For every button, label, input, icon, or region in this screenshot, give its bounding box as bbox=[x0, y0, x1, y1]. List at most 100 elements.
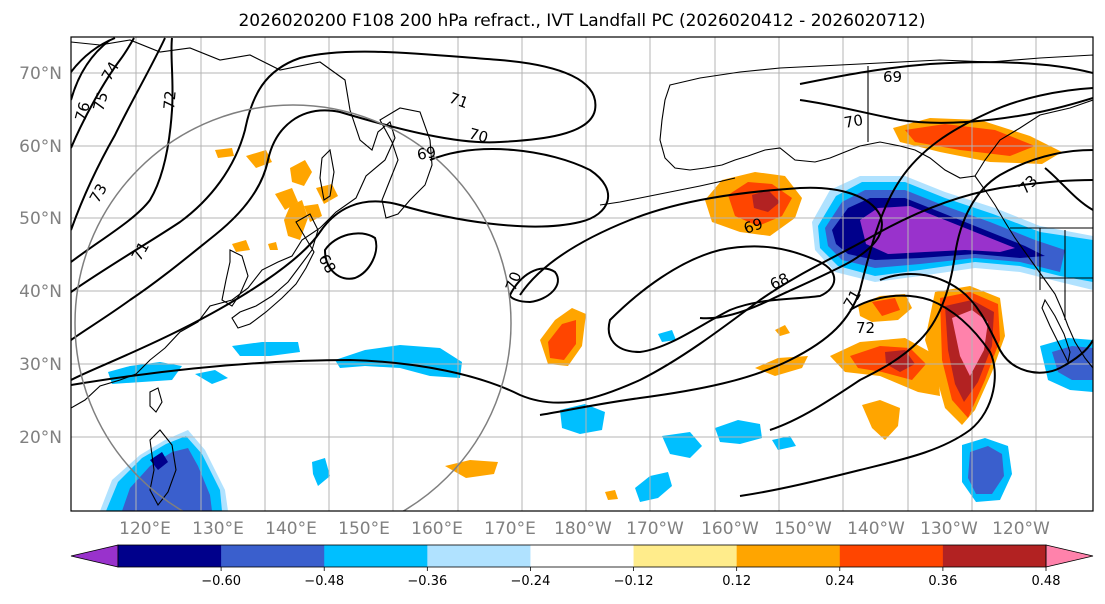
contour-73-west bbox=[71, 37, 166, 231]
colorbar-segment bbox=[942, 545, 1047, 567]
contour-69-east bbox=[519, 186, 883, 320]
contour-label: 72 bbox=[160, 90, 180, 111]
contour-72 bbox=[71, 37, 174, 263]
lat-label: 20°N bbox=[19, 428, 62, 448]
colorbar-tick-label: 0.36 bbox=[928, 574, 957, 589]
ivt-region-pac-cyan-7 bbox=[662, 432, 702, 458]
colorbar-frame bbox=[117, 544, 1047, 568]
colorbar-tick-label: −0.60 bbox=[201, 574, 241, 589]
ivt-region-pac-cyan-5 bbox=[560, 404, 605, 434]
colorbar-tick-label: 0.24 bbox=[825, 574, 854, 589]
contour-69-west bbox=[71, 148, 610, 381]
coastline-baja bbox=[1041, 298, 1071, 364]
ivt-region-pac-cyan-6 bbox=[715, 420, 762, 444]
colorbar-segment bbox=[736, 545, 841, 567]
contour-71-west bbox=[71, 50, 597, 293]
ivt-region-scs-navy bbox=[150, 452, 168, 470]
colorbar-tick-label: −0.36 bbox=[407, 574, 447, 589]
contour-68-east bbox=[607, 245, 836, 354]
contour-73-east bbox=[1044, 167, 1093, 211]
lon-label: 180°W bbox=[554, 519, 612, 539]
lon-label: 150°E bbox=[338, 519, 390, 539]
ivt-region-midpac-red bbox=[548, 320, 576, 360]
lon-label: 120°E bbox=[119, 519, 171, 539]
contour-70-north bbox=[799, 97, 1093, 124]
ivt-region-south-orange bbox=[862, 400, 900, 440]
ivt-region-hawaii-red bbox=[872, 298, 900, 316]
coastline-korea bbox=[221, 249, 249, 307]
colorbar-segment bbox=[839, 545, 944, 567]
contour-71-south bbox=[879, 273, 1093, 374]
contour-label: 69 bbox=[883, 68, 902, 86]
ivt-region-ne-pacific-pink bbox=[952, 310, 988, 376]
lon-label: 140°W bbox=[847, 519, 905, 539]
map-panel: 76 75 74 73 72 71 71 70 70 69 69 69 68 6… bbox=[70, 36, 1094, 512]
ivt-region-pac-cyan-1 bbox=[335, 345, 462, 378]
colorbar-segment bbox=[118, 545, 222, 567]
ivt-region-pac-cyan-10 bbox=[658, 330, 676, 342]
colorbar-tick-label: 0.12 bbox=[722, 574, 751, 589]
colorbar-segment bbox=[427, 545, 531, 567]
latitude-labels: 70°N 60°N 50°N 40°N 30°N 20°N bbox=[19, 64, 62, 448]
contour-69-north bbox=[799, 61, 1093, 85]
ivt-region-pac-cyan-9 bbox=[312, 458, 330, 486]
lon-label: 130°W bbox=[920, 519, 978, 539]
colorbar-segment bbox=[530, 545, 635, 567]
lon-label: 170°W bbox=[626, 519, 684, 539]
contour-label: 70 bbox=[502, 269, 525, 293]
ivt-region-japan-orange-9 bbox=[268, 242, 278, 250]
longitude-labels: 120°E 130°E 140°E 150°E 160°E 170°E 180°… bbox=[119, 519, 1050, 539]
coastline-asia bbox=[71, 39, 396, 409]
colorbar-tick-label: −0.48 bbox=[304, 574, 344, 589]
coastline-philippines bbox=[149, 429, 177, 507]
map-background bbox=[71, 37, 1093, 511]
ivt-region-japan-orange-3 bbox=[275, 188, 298, 210]
contour-label: 69 bbox=[416, 143, 438, 164]
ivt-positive-regions bbox=[215, 118, 1062, 500]
contour-labels: 76 75 74 73 72 71 71 70 70 69 69 69 68 6… bbox=[71, 58, 1041, 337]
lat-label: 70°N bbox=[19, 64, 62, 84]
landfall-radius-circle bbox=[74, 104, 512, 511]
ivt-region-pac-cyan-4 bbox=[195, 370, 228, 384]
ivt-region-pac-cyan-3 bbox=[108, 362, 182, 384]
contour-68-loop bbox=[323, 232, 378, 280]
contour-label: 70 bbox=[467, 124, 490, 146]
lon-label: 140°E bbox=[265, 519, 317, 539]
colorbar-segment bbox=[324, 545, 428, 567]
ivt-region-pac-cyan-8 bbox=[635, 472, 672, 502]
lat-label: 60°N bbox=[19, 137, 62, 157]
coastline-aleutians bbox=[599, 177, 736, 206]
ivt-region-gulf-alaska-darkred bbox=[752, 190, 780, 212]
ivt-region-canada-red bbox=[905, 124, 1035, 156]
lon-label: 160°E bbox=[411, 519, 463, 539]
coastline-taiwan bbox=[149, 387, 163, 413]
contour-74 bbox=[71, 37, 135, 149]
ivt-region-pac-cyan-11 bbox=[772, 436, 796, 450]
ivt-region-japan-orange-7 bbox=[215, 148, 234, 158]
colorbar-segment bbox=[633, 545, 738, 567]
contour-75 bbox=[71, 39, 111, 101]
coastline-sakhalin bbox=[319, 148, 335, 201]
lon-label: 150°W bbox=[774, 519, 832, 539]
lat-label: 30°N bbox=[19, 355, 62, 375]
contour-label: 71 bbox=[447, 89, 471, 112]
ivt-region-japan-orange-1 bbox=[290, 160, 312, 186]
colorbar-tick-label: −0.12 bbox=[614, 574, 654, 589]
refractivity-contours bbox=[71, 37, 1093, 497]
contour-72-south bbox=[739, 294, 996, 497]
colorbar-tick-label: −0.24 bbox=[511, 574, 551, 589]
ivt-region-scs-blue bbox=[122, 448, 212, 511]
contour-76 bbox=[71, 37, 116, 73]
ivt-region-japan-orange-4 bbox=[284, 200, 308, 240]
lat-label: 40°N bbox=[19, 282, 62, 302]
contour-70-east bbox=[71, 179, 1093, 404]
contour-label: 75 bbox=[89, 90, 111, 113]
colorbar: −0.60 −0.48 −0.36 −0.24 −0.12 0.12 0.24 0.36 0.4… bbox=[70, 544, 1094, 589]
map-frame bbox=[70, 36, 1094, 512]
lat-label: 50°N bbox=[19, 209, 62, 229]
colorbar-segment bbox=[221, 545, 325, 567]
colorbar-tick-label: 0.48 bbox=[1032, 574, 1061, 589]
lon-label: 160°W bbox=[701, 519, 759, 539]
ivt-region-japan-orange-8 bbox=[232, 240, 250, 252]
